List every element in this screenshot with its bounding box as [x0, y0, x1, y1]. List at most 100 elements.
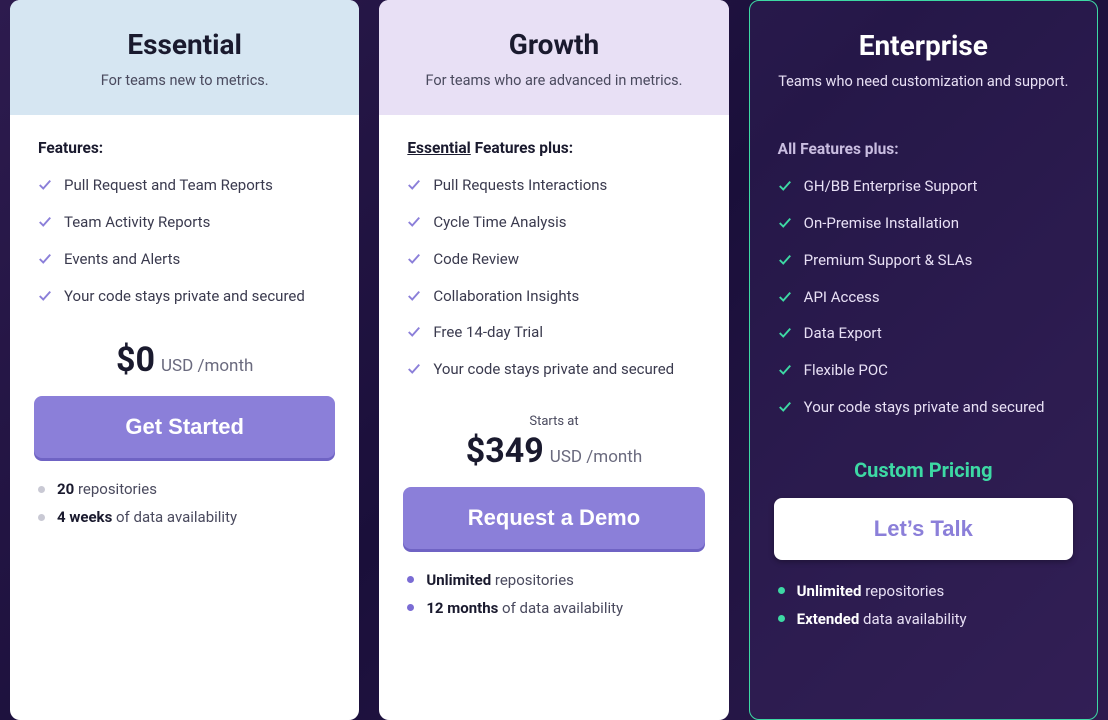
- feature-item: Flexible POC: [778, 360, 1069, 384]
- features-list: GH/BB Enterprise Support On-Premise Insta…: [778, 176, 1069, 420]
- feature-text: Events and Alerts: [64, 249, 180, 271]
- plan-subtitle: Teams who need customization and support…: [770, 72, 1077, 92]
- footer-text: 12 months of data availability: [426, 599, 623, 617]
- footer-item: 12 months of data availability: [407, 599, 700, 617]
- features-heading: Features:: [38, 139, 331, 157]
- check-icon: [38, 175, 52, 199]
- feature-text: Premium Support & SLAs: [804, 250, 973, 272]
- starts-at-label: Starts at: [407, 414, 700, 429]
- lets-talk-button[interactable]: Let’s Talk: [774, 498, 1073, 560]
- feature-text: Flexible POC: [804, 360, 888, 382]
- plan-features-section: Features: Pull Request and Team Reports T…: [10, 115, 359, 334]
- check-icon: [407, 359, 421, 383]
- check-icon: [38, 286, 52, 310]
- cta-wrap: Get Started: [10, 396, 359, 458]
- feature-text: Your code stays private and secured: [433, 359, 674, 381]
- feature-item: Pull Requests Interactions: [407, 175, 700, 199]
- features-heading-prefix: Essential: [407, 139, 470, 157]
- features-list: Pull Request and Team Reports Team Activi…: [38, 175, 331, 309]
- check-icon: [778, 250, 792, 274]
- check-icon: [407, 322, 421, 346]
- check-icon: [778, 287, 792, 311]
- feature-text: Pull Requests Interactions: [433, 175, 607, 197]
- get-started-button[interactable]: Get Started: [34, 396, 335, 458]
- feature-text: On-Premise Installation: [804, 213, 959, 235]
- plan-subtitle: For teams who are advanced in metrics.: [399, 71, 708, 91]
- feature-item: Data Export: [778, 323, 1069, 347]
- bullet-dot-icon: [778, 615, 785, 622]
- feature-item: Your code stays private and secured: [38, 286, 331, 310]
- check-icon: [778, 176, 792, 200]
- bullet-dot-icon: [38, 486, 45, 493]
- bullet-dot-icon: [778, 587, 785, 594]
- check-icon: [778, 213, 792, 237]
- feature-item: Your code stays private and secured: [778, 397, 1069, 421]
- features-heading: Essential Features plus:: [407, 139, 700, 157]
- feature-text: Your code stays private and secured: [64, 286, 305, 308]
- plan-footer-list: Unlimited repositories Extended data avai…: [750, 560, 1097, 658]
- plan-subtitle: For teams new to metrics.: [30, 71, 339, 91]
- plan-title: Enterprise: [770, 29, 1077, 62]
- bullet-dot-icon: [407, 576, 414, 583]
- check-icon: [778, 360, 792, 384]
- plan-card-essential: Essential For teams new to metrics. Feat…: [10, 0, 359, 720]
- features-heading: All Features plus:: [778, 140, 1069, 158]
- check-icon: [778, 397, 792, 421]
- check-icon: [778, 323, 792, 347]
- feature-item: Free 14-day Trial: [407, 322, 700, 346]
- plan-title: Essential: [30, 28, 339, 61]
- footer-item: Extended data availability: [778, 610, 1069, 628]
- features-list: Pull Requests Interactions Cycle Time Ana…: [407, 175, 700, 383]
- feature-item: API Access: [778, 287, 1069, 311]
- feature-text: Collaboration Insights: [433, 286, 579, 308]
- plan-features-section: All Features plus: GH/BB Enterprise Supp…: [750, 116, 1097, 445]
- request-demo-button[interactable]: Request a Demo: [403, 487, 704, 549]
- footer-text: Unlimited repositories: [426, 571, 574, 589]
- footer-text: Extended data availability: [797, 610, 967, 628]
- feature-item: Collaboration Insights: [407, 286, 700, 310]
- feature-item: GH/BB Enterprise Support: [778, 176, 1069, 200]
- check-icon: [407, 249, 421, 273]
- plan-header: Enterprise Teams who need customization …: [750, 1, 1097, 116]
- feature-item: Cycle Time Analysis: [407, 212, 700, 236]
- plan-footer-list: Unlimited repositories 12 months of data …: [379, 549, 728, 647]
- price-block: $0 USD /month: [10, 334, 359, 396]
- price-line: $0 USD /month: [38, 340, 331, 380]
- plan-card-growth: Growth For teams who are advanced in met…: [379, 0, 728, 720]
- footer-item: 4 weeks of data availability: [38, 508, 331, 526]
- price-amount: $349: [466, 431, 544, 471]
- feature-item: On-Premise Installation: [778, 213, 1069, 237]
- feature-item: Premium Support & SLAs: [778, 250, 1069, 274]
- price-amount: $0: [116, 340, 155, 380]
- feature-text: Your code stays private and secured: [804, 397, 1045, 419]
- plan-card-enterprise: Enterprise Teams who need customization …: [749, 0, 1098, 720]
- plan-header: Growth For teams who are advanced in met…: [379, 0, 728, 115]
- price-unit: USD /month: [550, 447, 642, 467]
- feature-item: Pull Request and Team Reports: [38, 175, 331, 199]
- cta-wrap: Let’s Talk: [750, 498, 1097, 560]
- plan-features-section: Essential Features plus: Pull Requests I…: [379, 115, 728, 408]
- feature-item: Events and Alerts: [38, 249, 331, 273]
- custom-pricing-label: Custom Pricing: [750, 446, 1097, 498]
- price-line: $349 USD /month: [407, 431, 700, 471]
- price-block: Starts at $349 USD /month: [379, 408, 728, 487]
- check-icon: [407, 175, 421, 199]
- price-unit: USD /month: [161, 356, 253, 376]
- footer-text: Unlimited repositories: [797, 582, 945, 600]
- feature-text: Cycle Time Analysis: [433, 212, 566, 234]
- feature-text: Free 14-day Trial: [433, 322, 543, 344]
- feature-item: Team Activity Reports: [38, 212, 331, 236]
- feature-text: Code Review: [433, 249, 519, 271]
- check-icon: [38, 249, 52, 273]
- check-icon: [407, 286, 421, 310]
- footer-item: 20 repositories: [38, 480, 331, 498]
- footer-text: 20 repositories: [57, 480, 157, 498]
- bullet-dot-icon: [38, 514, 45, 521]
- cta-wrap: Request a Demo: [379, 487, 728, 549]
- footer-item: Unlimited repositories: [407, 571, 700, 589]
- plan-header: Essential For teams new to metrics.: [10, 0, 359, 115]
- feature-item: Code Review: [407, 249, 700, 273]
- footer-item: Unlimited repositories: [778, 582, 1069, 600]
- features-heading-suffix: Features plus:: [471, 139, 573, 157]
- footer-text: 4 weeks of data availability: [57, 508, 237, 526]
